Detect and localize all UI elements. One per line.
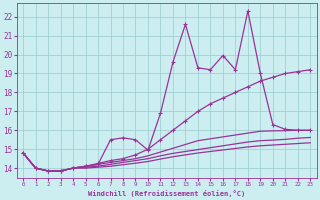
X-axis label: Windchill (Refroidissement éolien,°C): Windchill (Refroidissement éolien,°C) (88, 190, 245, 197)
